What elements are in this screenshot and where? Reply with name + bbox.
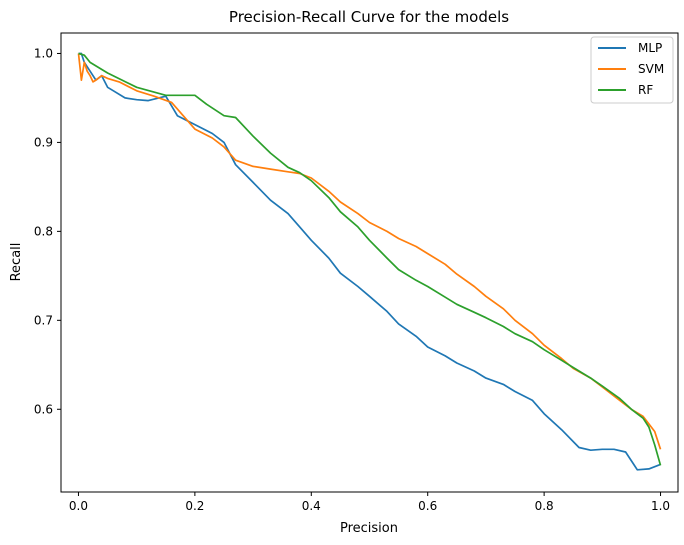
plot-area-frame xyxy=(60,32,679,493)
chart-title: Precision-Recall Curve for the models xyxy=(229,8,509,26)
x-tick-label: 0.6 xyxy=(418,499,437,513)
y-tick-label: 0.7 xyxy=(34,313,53,327)
x-axis: 0.0 0.2 0.4 0.6 0.8 1.0 xyxy=(69,492,670,513)
y-axis-label: Recall xyxy=(9,243,24,282)
x-tick-label: 0.0 xyxy=(69,499,88,513)
y-tick-label: 0.6 xyxy=(34,402,53,416)
legend-box xyxy=(590,36,674,104)
y-tick-label: 0.9 xyxy=(34,135,53,149)
y-tick-label: 0.8 xyxy=(34,224,53,238)
series-line-mlp xyxy=(78,52,661,471)
x-tick-label: 0.2 xyxy=(185,499,204,513)
y-axis: 0.6 0.7 0.8 0.9 1.0 xyxy=(34,46,61,416)
y-tick-label: 1.0 xyxy=(34,46,53,60)
legend-label-rf: RF xyxy=(638,83,653,97)
legend-label-mlp: MLP xyxy=(638,41,662,55)
legend-label-svm: SVM xyxy=(638,62,664,76)
legend: MLP SVM RF xyxy=(590,36,674,104)
series-line-svm xyxy=(77,53,662,450)
x-tick-label: 0.8 xyxy=(535,499,554,513)
series-layer xyxy=(77,52,662,471)
series-line-rf xyxy=(78,52,662,466)
x-axis-label: Precision xyxy=(340,521,398,536)
x-tick-label: 1.0 xyxy=(651,499,670,513)
x-tick-label: 0.4 xyxy=(302,499,321,513)
